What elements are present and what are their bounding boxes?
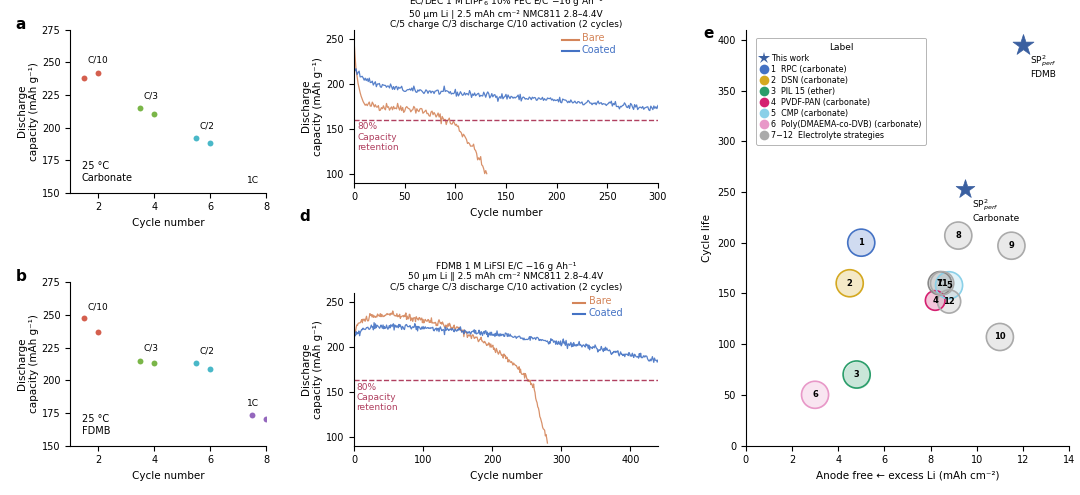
Text: 11: 11: [936, 279, 948, 288]
Point: [188, 134, 205, 142]
Text: C/10: C/10: [87, 56, 108, 65]
Text: 10: 10: [994, 333, 1005, 342]
Point: [852, 239, 869, 247]
X-axis label: Anode free ← excess Li (mAh cm⁻²): Anode free ← excess Li (mAh cm⁻²): [815, 471, 999, 481]
Point: [848, 371, 865, 379]
Point: [931, 279, 948, 287]
Point: [202, 365, 219, 373]
Point: [941, 281, 958, 289]
Point: [991, 333, 1009, 341]
Point: [132, 357, 149, 365]
Text: C/10: C/10: [87, 302, 108, 311]
Text: 7: 7: [937, 279, 943, 288]
Text: 12: 12: [943, 297, 955, 306]
Point: [941, 297, 958, 305]
Title: FDMB 1 M LiFSI E/C −16 g Ah⁻¹
50 μm Li ‖ 2.5 mAh cm⁻² NMC811 2.8–4.4V
C/5 charge: FDMB 1 M LiFSI E/C −16 g Ah⁻¹ 50 μm Li ‖…: [390, 262, 622, 292]
Text: SP$^2_{perf}$
Carbonate: SP$^2_{perf}$ Carbonate: [972, 197, 1020, 223]
Y-axis label: Discharge
capacity (mAh g⁻¹): Discharge capacity (mAh g⁻¹): [301, 57, 323, 155]
Point: [807, 391, 824, 399]
Text: d: d: [299, 208, 310, 224]
Point: [1003, 242, 1021, 249]
Point: [90, 328, 107, 336]
Point: [957, 185, 974, 193]
Point: [1014, 41, 1031, 49]
Title: EC/DEC 1 M LiPF$_6$ 10% FEC E/C −16 g Ah⁻¹
50 μm Li | 2.5 mAh cm⁻² NMC811 2.8–4.: EC/DEC 1 M LiPF$_6$ 10% FEC E/C −16 g Ah…: [390, 0, 622, 29]
Text: b: b: [15, 269, 26, 285]
Text: C/3: C/3: [143, 344, 158, 353]
Point: [258, 415, 275, 423]
Point: [949, 232, 967, 240]
Y-axis label: Discharge
capacity (mAh g⁻¹): Discharge capacity (mAh g⁻¹): [17, 62, 39, 161]
Text: C/2: C/2: [199, 121, 214, 130]
X-axis label: Cycle number: Cycle number: [132, 218, 204, 228]
Text: C/2: C/2: [199, 346, 214, 355]
Text: 2: 2: [847, 279, 852, 288]
Point: [933, 279, 950, 287]
Point: [90, 69, 107, 77]
Point: [244, 411, 261, 419]
X-axis label: Cycle number: Cycle number: [470, 471, 542, 481]
Point: [244, 193, 261, 200]
Text: 1C: 1C: [246, 176, 258, 185]
Point: [927, 297, 944, 304]
Text: 25 °C
Carbonate: 25 °C Carbonate: [82, 161, 133, 183]
Text: Bare: Bare: [589, 297, 611, 306]
Point: [931, 279, 948, 287]
Text: 1: 1: [859, 238, 864, 247]
Point: [927, 297, 944, 304]
Point: [949, 232, 967, 240]
Y-axis label: Cycle life: Cycle life: [702, 214, 712, 261]
Point: [933, 279, 950, 287]
Point: [807, 391, 824, 399]
Text: 25 °C
FDMB: 25 °C FDMB: [82, 414, 110, 436]
Point: [941, 281, 958, 289]
Point: [146, 359, 163, 367]
Point: [991, 333, 1009, 341]
Text: 4: 4: [932, 296, 939, 305]
Text: Coated: Coated: [589, 308, 623, 318]
Text: a: a: [15, 17, 26, 32]
Text: 3: 3: [854, 370, 860, 379]
Point: [76, 74, 93, 82]
Text: 80%
Capacity
retention: 80% Capacity retention: [356, 383, 397, 412]
Point: [941, 297, 958, 305]
Text: e: e: [704, 26, 714, 41]
Y-axis label: Discharge
capacity (mAh g⁻¹): Discharge capacity (mAh g⁻¹): [17, 314, 39, 413]
Point: [146, 110, 163, 118]
X-axis label: Cycle number: Cycle number: [132, 471, 204, 481]
Text: Coated: Coated: [582, 45, 617, 55]
Point: [852, 239, 869, 247]
Point: [188, 359, 205, 367]
Text: Bare: Bare: [582, 33, 605, 44]
Point: [258, 199, 275, 207]
Legend: This work, 1  RPC (carbonate), 2  DSN (carbonate), 3  PIL 15 (ether), 4  PVDF-PA: This work, 1 RPC (carbonate), 2 DSN (car…: [756, 38, 926, 145]
Point: [76, 314, 93, 322]
Point: [848, 371, 865, 379]
Text: C/3: C/3: [143, 91, 158, 100]
Point: [841, 279, 859, 287]
Point: [1003, 242, 1021, 249]
Text: 80%
Capacity
retention: 80% Capacity retention: [357, 122, 399, 152]
Text: 9: 9: [1009, 241, 1014, 250]
Text: 1C: 1C: [246, 398, 258, 408]
Y-axis label: Discharge
capacity (mAh g⁻¹): Discharge capacity (mAh g⁻¹): [301, 320, 323, 418]
X-axis label: Cycle number: Cycle number: [470, 208, 542, 218]
Text: 5: 5: [946, 281, 951, 290]
Text: 6: 6: [812, 390, 818, 399]
Point: [202, 139, 219, 147]
Text: 8: 8: [956, 231, 961, 240]
Point: [841, 279, 859, 287]
Text: SP$^2_{perf}$
FDMB: SP$^2_{perf}$ FDMB: [1030, 53, 1056, 79]
Point: [132, 104, 149, 112]
